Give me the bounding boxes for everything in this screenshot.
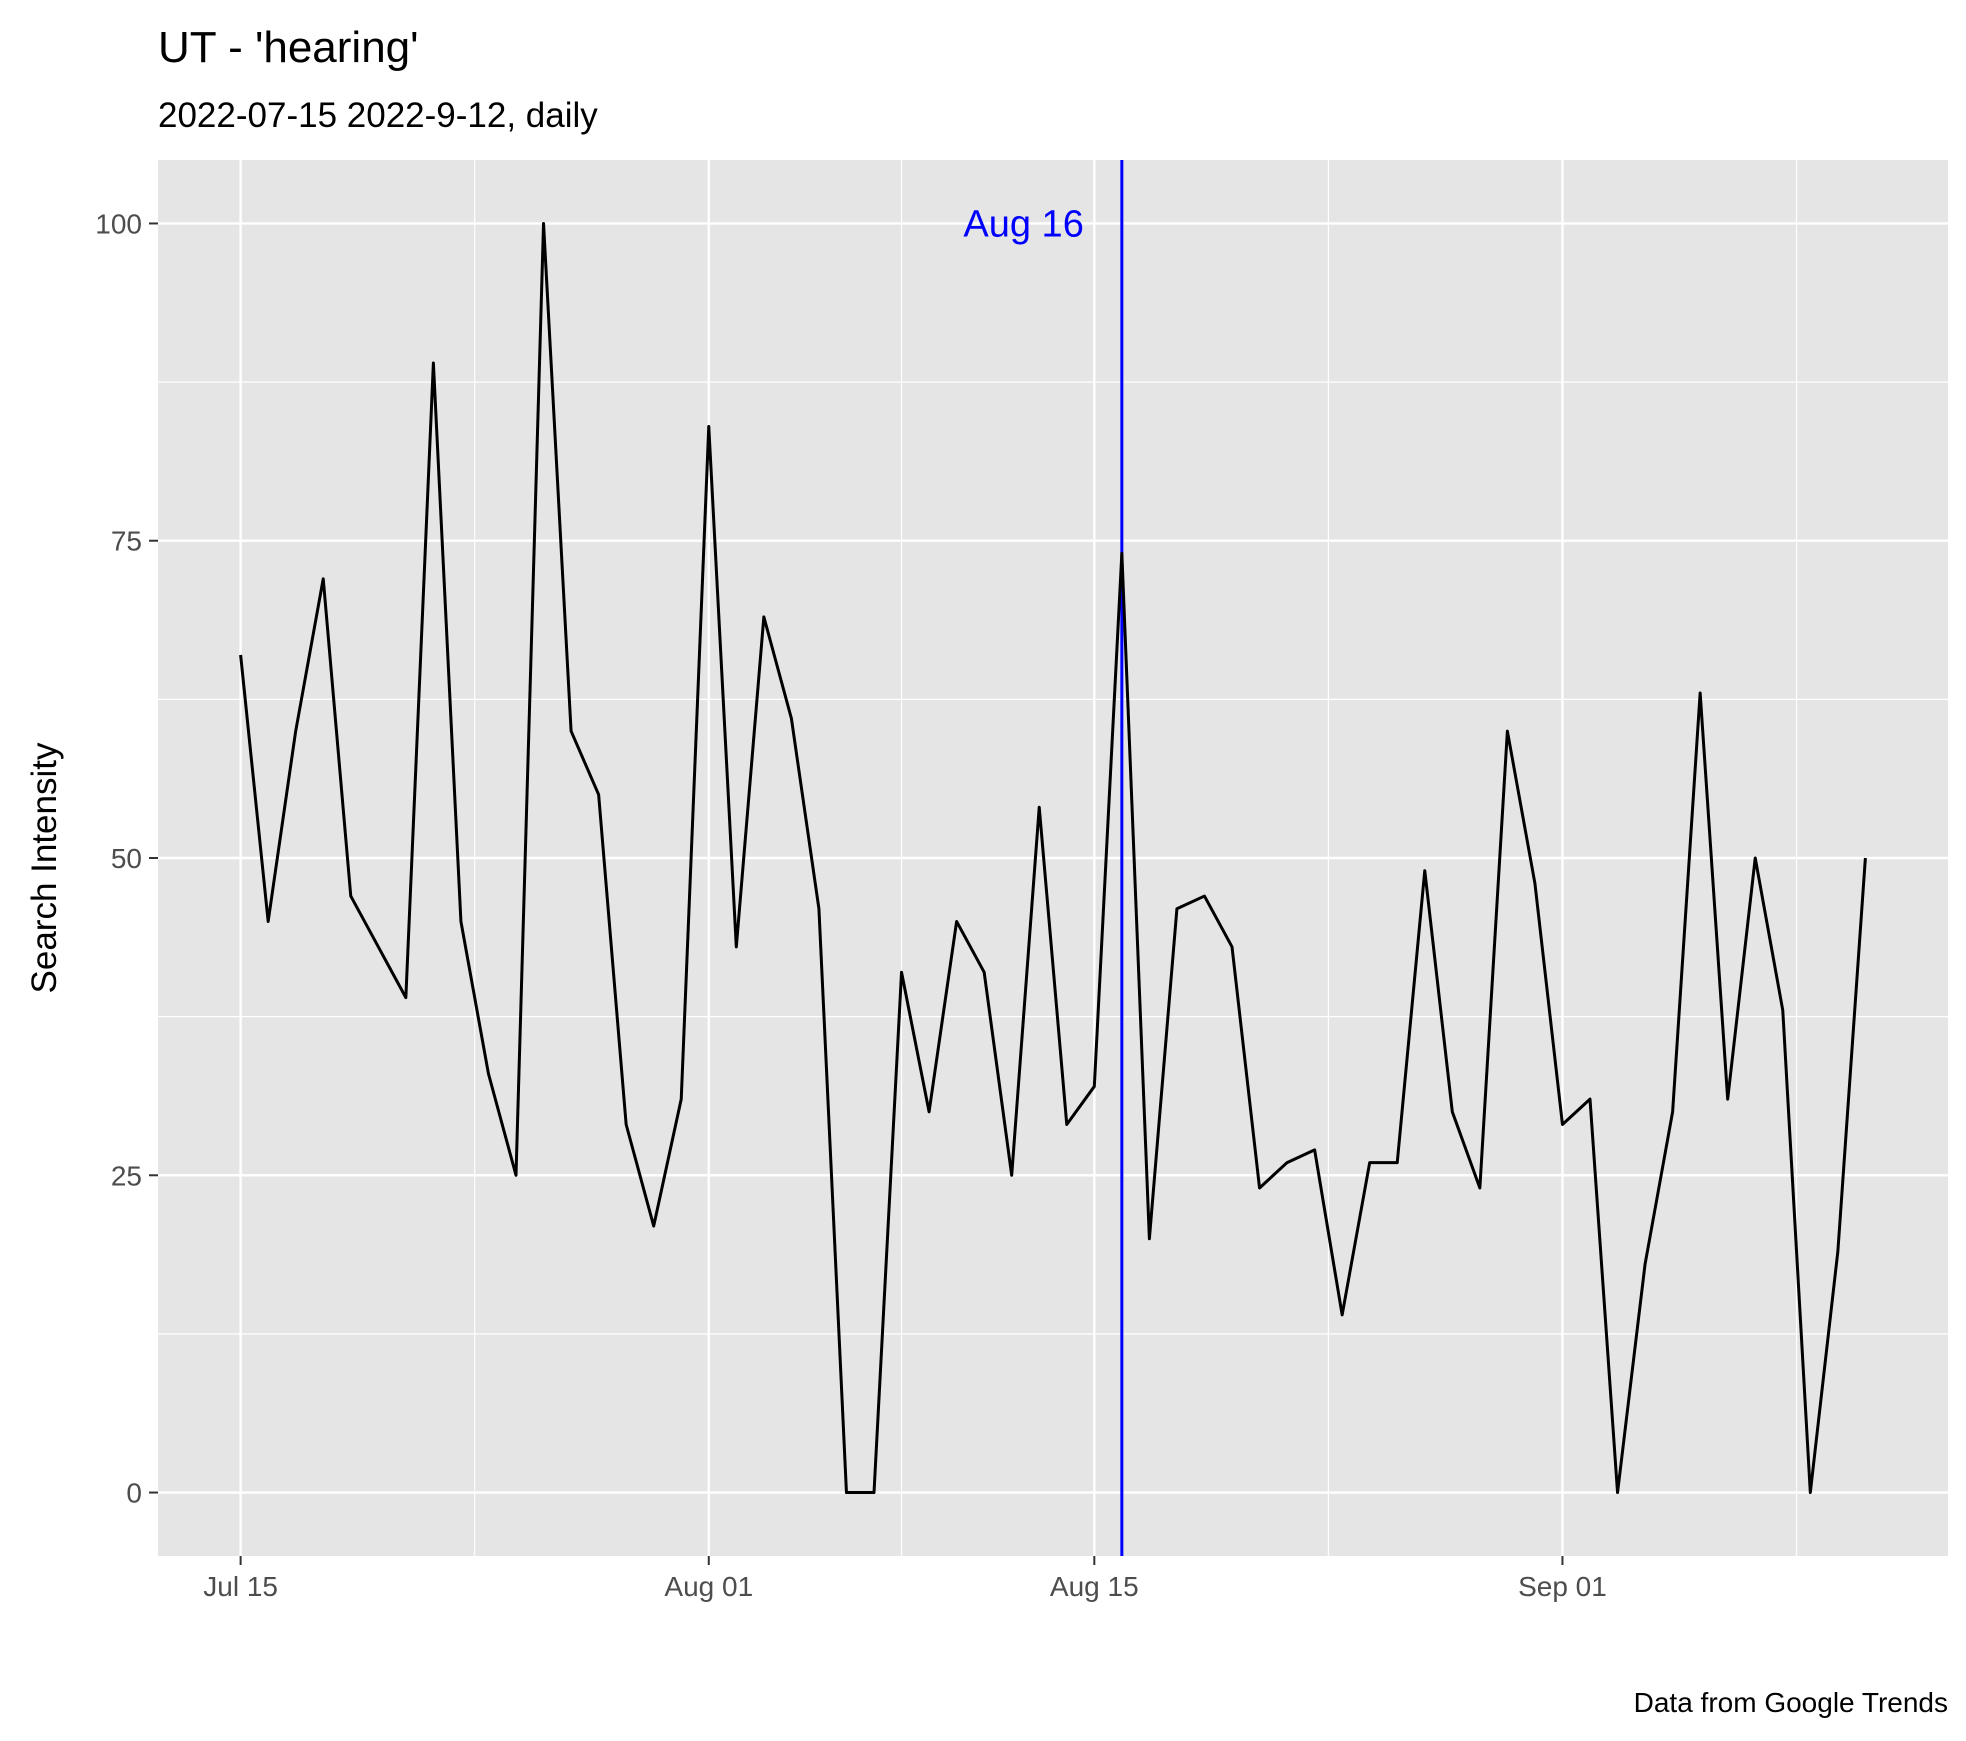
y-tick-label: 100: [95, 208, 142, 239]
data-point: [872, 1491, 876, 1495]
y-tick-label: 50: [111, 843, 142, 874]
x-tick-label: Sep 01: [1518, 1571, 1607, 1602]
data-point: [1065, 1123, 1069, 1127]
data-point: [789, 716, 793, 720]
data-point: [569, 729, 573, 733]
data-point: [239, 653, 243, 657]
axes: 0 25 50 75 100 Jul 15 Aug 01 Aug 15 Sep 01: [95, 208, 1607, 1602]
data-point: [1120, 551, 1124, 555]
data-point: [486, 1072, 490, 1076]
data-point: [679, 1097, 683, 1101]
data-point: [817, 907, 821, 911]
data-point: [1368, 1161, 1372, 1165]
date-annotation: Aug 16: [963, 160, 1124, 1556]
data-point: [1230, 945, 1234, 949]
data-point: [1753, 856, 1757, 860]
data-point: [321, 577, 325, 581]
data-point: [1202, 894, 1206, 898]
data-point: [1726, 1097, 1730, 1101]
data-point: [707, 425, 711, 429]
data-point: [376, 945, 380, 949]
chart-caption: Data from Google Trends: [1634, 1687, 1948, 1718]
data-point: [1010, 1173, 1014, 1177]
data-point: [1423, 869, 1427, 873]
data-point: [1258, 1186, 1262, 1190]
y-tick-label: 25: [111, 1160, 142, 1191]
data-point: [1781, 1008, 1785, 1012]
series-line: [239, 221, 1867, 1495]
data-point: [927, 1110, 931, 1114]
data-point: [1147, 1237, 1151, 1241]
data-point: [652, 1224, 656, 1228]
data-point: [1505, 729, 1509, 733]
data-point: [514, 1173, 518, 1177]
data-point: [900, 970, 904, 974]
data-point: [1450, 1110, 1454, 1114]
data-point: [349, 894, 353, 898]
y-tick-label: 0: [126, 1478, 142, 1509]
x-tick-label: Aug 15: [1050, 1571, 1139, 1602]
data-point: [1836, 1249, 1840, 1253]
data-point: [1863, 856, 1867, 860]
data-point: [1478, 1186, 1482, 1190]
data-point: [1175, 907, 1179, 911]
data-point: [955, 919, 959, 923]
data-point: [1395, 1161, 1399, 1165]
data-point: [624, 1123, 628, 1127]
x-tick-label: Jul 15: [203, 1571, 278, 1602]
data-point: [294, 729, 298, 733]
data-point: [542, 221, 546, 225]
data-point: [459, 919, 463, 923]
data-point: [982, 970, 986, 974]
data-point: [734, 945, 738, 949]
data-point: [1643, 1262, 1647, 1266]
data-point: [1092, 1084, 1096, 1088]
data-point: [1285, 1161, 1289, 1165]
data-point: [1560, 1123, 1564, 1127]
data-point: [404, 996, 408, 1000]
data-point: [597, 793, 601, 797]
data-point: [1313, 1148, 1317, 1152]
data-point: [1808, 1491, 1812, 1495]
chart-subtitle: 2022-07-15 2022-9-12, daily: [158, 96, 598, 135]
data-point: [431, 361, 435, 365]
data-point: [1533, 881, 1537, 885]
data-point: [1588, 1097, 1592, 1101]
annotation-label: Aug 16: [963, 203, 1083, 245]
chart-title: UT - 'hearing': [158, 23, 419, 72]
data-point: [1037, 805, 1041, 809]
y-axis-title: Search Intensity: [25, 742, 64, 993]
x-tick-label: Aug 01: [664, 1571, 753, 1602]
data-point: [762, 615, 766, 619]
grid-lines: [158, 160, 1948, 1556]
data-point: [1616, 1491, 1620, 1495]
data-point: [1671, 1110, 1675, 1114]
data-point: [1698, 691, 1702, 695]
y-tick-label: 75: [111, 526, 142, 557]
data-point: [844, 1491, 848, 1495]
data-point: [266, 919, 270, 923]
data-point: [1340, 1313, 1344, 1317]
